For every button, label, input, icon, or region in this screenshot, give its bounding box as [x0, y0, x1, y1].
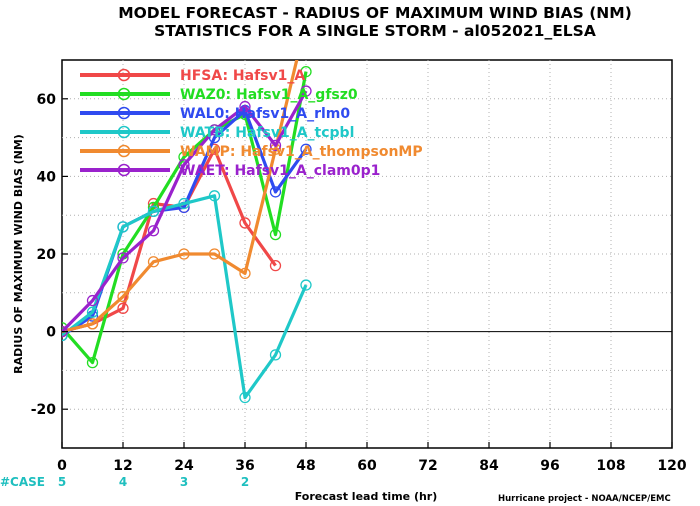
legend-label: WAZ0: Hafsv1_A_gfsz0 — [180, 87, 358, 103]
data-point — [178, 197, 190, 210]
legend-entry: WAZ0: Hafsv1_A_gfsz0 — [80, 87, 358, 103]
data-point — [147, 205, 160, 217]
data-point — [269, 228, 282, 241]
x-tick-label: 48 — [296, 458, 315, 474]
legend-entry: WAET: Hafsv1_A_clam0p1 — [80, 163, 380, 179]
chart-title-line-2: STATISTICS FOR A SINGLE STORM - al052021… — [154, 22, 596, 40]
chart-title-line-1: MODEL FORECAST - RADIUS OF MAXIMUM WIND … — [118, 4, 632, 22]
series-layer — [62, 60, 312, 404]
legend-entry: WATB: Hafsv1_A_tcpbl — [80, 125, 354, 141]
x-tick-label: 96 — [540, 458, 559, 474]
data-point — [86, 306, 99, 318]
x-tick-label: 72 — [418, 458, 437, 474]
case-count: 2 — [241, 475, 249, 489]
legend-entry: WAL0: Hafsv1_A_rlm0 — [80, 106, 350, 122]
legend-swatch-marker — [117, 125, 131, 139]
y-tick-label: 20 — [37, 247, 57, 263]
data-point — [208, 190, 221, 202]
data-point — [86, 356, 99, 369]
data-point — [239, 100, 251, 113]
data-point — [300, 279, 312, 291]
data-point — [117, 221, 129, 233]
case-count: 4 — [119, 475, 127, 489]
case-counts: #CASE 5 4 3 2 — [0, 475, 249, 489]
data-point — [269, 186, 282, 198]
data-point — [86, 294, 99, 307]
data-point — [208, 248, 221, 260]
data-point — [117, 302, 129, 314]
data-point — [269, 259, 282, 272]
data-point — [239, 391, 251, 404]
data-point — [178, 159, 190, 171]
data-point — [239, 217, 251, 229]
y-tick-label: 40 — [37, 169, 57, 185]
x-axis-label: Forecast lead time (hr) — [295, 490, 438, 503]
legend-entry: HFSA: Hafsv1_A — [80, 68, 305, 84]
series-5 — [62, 85, 312, 338]
legend-label: WAMP: Hafsv1_A_thompsonMP — [180, 144, 423, 160]
credit-text: Hurricane project - NOAA/NCEP/EMC — [498, 494, 671, 504]
data-point — [178, 248, 190, 260]
data-point — [269, 349, 282, 361]
y-tick-label: 60 — [37, 92, 57, 108]
legend-label: WAL0: Hafsv1_A_rlm0 — [180, 106, 350, 122]
series-line — [62, 90, 308, 333]
data-point — [86, 318, 99, 330]
x-tick-label: 60 — [357, 458, 377, 474]
x-tick-label: 84 — [479, 458, 499, 474]
data-point — [147, 225, 160, 237]
legend-swatch-marker — [117, 106, 131, 120]
data-point — [117, 252, 129, 264]
x-tick-label: 108 — [596, 458, 625, 474]
grid-lines — [62, 60, 672, 448]
x-tick-label: 12 — [113, 458, 132, 474]
y-tick-label: 0 — [46, 325, 56, 341]
legend-entry: WAMP: Hafsv1_A_thompsonMP — [80, 144, 423, 160]
legend: HFSA: Hafsv1_A WAZ0: Hafsv1_A_gfsz0 WAL0: … — [80, 68, 423, 179]
x-tick-label: 120 — [657, 458, 686, 474]
legend-label: HFSA: Hafsv1_A — [180, 68, 305, 84]
legend-swatch-marker — [117, 163, 131, 177]
x-axis-ticks: 0 12 24 36 48 60 72 84 96 108 120 — [57, 442, 687, 474]
x-tick-label: 0 — [57, 458, 67, 474]
plot-area — [61, 59, 673, 449]
y-axis-ticks: -20 0 20 40 60 — [31, 92, 68, 418]
data-point — [147, 256, 160, 268]
data-point — [300, 85, 312, 97]
data-point — [300, 65, 312, 78]
legend-swatch-marker — [117, 68, 131, 82]
legend-swatch-marker — [117, 87, 131, 101]
legend-label: WAET: Hafsv1_A_clam0p1 — [180, 163, 380, 179]
case-count: 3 — [180, 475, 188, 489]
data-point — [117, 291, 129, 303]
x-tick-label: 24 — [174, 458, 194, 474]
data-point — [269, 139, 282, 152]
legend-swatch-marker — [117, 144, 131, 158]
y-axis-label: RADIUS OF MAXIMUM WIND BIAS (NM) — [12, 134, 25, 374]
x-tick-label: 36 — [235, 458, 254, 474]
data-point — [62, 329, 68, 342]
legend-label: WATB: Hafsv1_A_tcpbl — [180, 125, 354, 141]
y-tick-label: -20 — [31, 402, 57, 418]
data-point — [239, 267, 251, 280]
data-point — [300, 143, 312, 155]
case-count: 5 — [58, 475, 66, 489]
data-point — [208, 124, 221, 136]
series-4 — [62, 60, 299, 338]
case-label: #CASE — [0, 475, 45, 489]
series-line — [62, 60, 299, 334]
